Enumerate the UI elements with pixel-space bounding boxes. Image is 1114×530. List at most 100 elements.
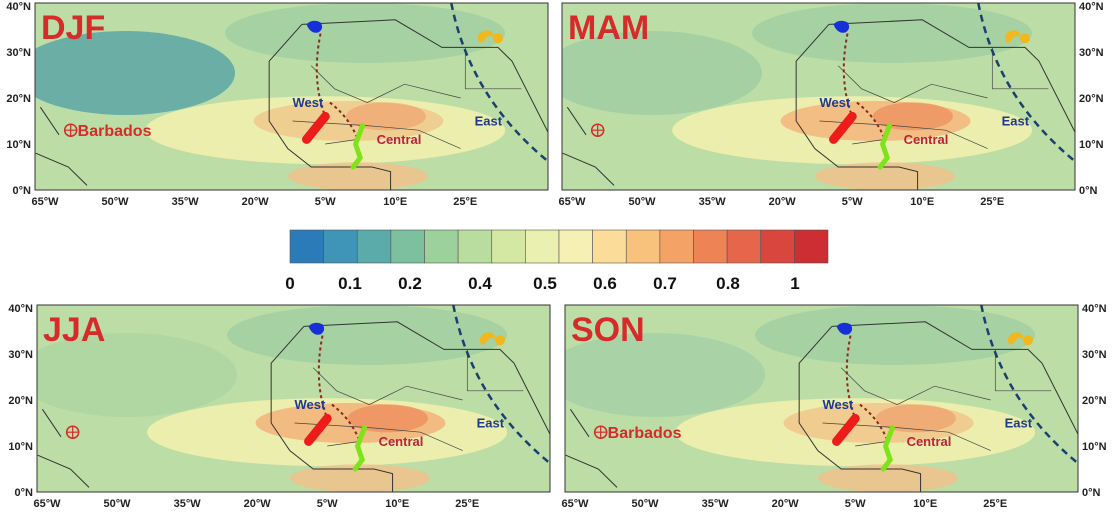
colorbar-label: 0.1 [338, 274, 362, 293]
latitude-label: 20°N [1082, 395, 1107, 407]
colorbar-swatch [625, 229, 661, 264]
longitude-label: 25°E [983, 498, 1007, 510]
dust-track [842, 33, 854, 117]
season-label: JJA [43, 311, 105, 349]
colorbar-label: 0.2 [398, 274, 422, 293]
borders [294, 349, 524, 451]
longitude-label: 25°E [455, 498, 479, 510]
longitude-label: 25°E [980, 196, 1004, 208]
hot-core [872, 102, 953, 131]
hot-core [875, 404, 956, 433]
gulf-field [289, 464, 430, 492]
colorbar-swatch [726, 229, 762, 264]
map-panel: MAM West Central East 65°W 50°W 35°W 20°W 5°W 10°… [558, 1, 1104, 208]
region-label: Central [377, 132, 422, 147]
west-region-line [302, 111, 330, 144]
coastline [795, 19, 1075, 190]
region-label: West [293, 95, 324, 110]
map-field [35, 3, 548, 190]
latitude-label: 30°N [1079, 47, 1104, 59]
colorbar-swatch [424, 229, 459, 264]
barbados-label: Barbados [608, 425, 682, 442]
latitude-label: 30°N [1082, 349, 1107, 361]
borders [819, 47, 1049, 149]
colorbar-label: 0.5 [533, 274, 557, 293]
region-label: West [295, 397, 326, 412]
longitude-label: 10°E [383, 196, 407, 208]
latitude-label: 0°N [1079, 185, 1098, 197]
hot-core [347, 404, 428, 433]
longitude-label: 25°E [453, 196, 477, 208]
region-label: East [1005, 416, 1033, 431]
west-region-line [832, 413, 860, 446]
barbados-label: Barbados [78, 123, 152, 140]
longitude-label: 5°W [315, 196, 337, 208]
colorbar-swatch [491, 229, 526, 264]
coastline [270, 321, 550, 492]
colorbar-swatch [794, 229, 829, 264]
longitude-label: 5°W [317, 498, 339, 510]
caribbean [35, 106, 88, 186]
source-north [833, 20, 850, 33]
region-label: West [823, 397, 854, 412]
longitude-label: 50°W [104, 498, 132, 510]
colorbar-swatch [659, 229, 694, 264]
region-label: Central [907, 434, 952, 449]
ocean-field [565, 333, 765, 417]
longitude-label: 5°W [845, 498, 867, 510]
colorbar-label: 0 [285, 274, 294, 293]
colorbar-swatch [356, 229, 392, 264]
caribbean [37, 408, 90, 488]
dust-track [317, 335, 329, 419]
latitude-label: 30°N [6, 47, 31, 59]
latitude-label: 10°N [1079, 139, 1104, 151]
longitude-label: 65°W [33, 498, 61, 510]
map-field [562, 3, 1075, 190]
longitude-label: 10°E [385, 498, 409, 510]
colorbar-swatch [323, 229, 358, 264]
colorbar-swatch [289, 229, 324, 264]
map-panel: DJF West Central East Barbados 65°W 50°W 35°W 20… [6, 1, 549, 208]
north-field [755, 305, 1035, 365]
coastline [798, 321, 1078, 492]
source-east-dot [1019, 33, 1030, 44]
colorbar-label: 0.4 [468, 274, 492, 293]
source-east-dot [492, 33, 503, 44]
map-field [565, 305, 1078, 492]
region-label: West [820, 95, 851, 110]
longitude-label: 35°W [702, 498, 730, 510]
colorbar-swatch [592, 229, 627, 264]
colorbar-swatch [390, 229, 425, 264]
ocean-field [35, 31, 235, 115]
longitude-label: 65°W [561, 498, 589, 510]
colorbar-swatch [457, 229, 493, 264]
region-label: East [1002, 114, 1030, 129]
latitude-label: 40°N [1082, 303, 1107, 315]
latitude-label: 10°N [1082, 441, 1107, 453]
longitude-label: 10°E [913, 498, 937, 510]
barbados-cross [66, 426, 79, 439]
latitude-label: 40°N [1079, 1, 1104, 13]
colorbar-label: 1 [790, 274, 799, 293]
central-region-line [352, 425, 368, 472]
source-east [477, 30, 494, 43]
source-east [1004, 30, 1021, 43]
caribbean [562, 106, 615, 186]
source-north [306, 20, 323, 33]
north-field [225, 3, 505, 63]
source-east [479, 332, 496, 345]
hot-core [345, 102, 426, 131]
colorbar-swatch [558, 229, 593, 264]
source-east-dot [1022, 335, 1033, 346]
latitude-label: 40°N [6, 1, 31, 13]
map-field [37, 305, 550, 492]
latitude-label: 20°N [8, 395, 33, 407]
longitude-label: 50°W [102, 196, 130, 208]
latitude-label: 40°N [8, 303, 33, 315]
latitude-label: 0°N [15, 487, 34, 499]
longitude-label: 50°W [632, 498, 660, 510]
source-east [1007, 332, 1024, 345]
latitude-label: 20°N [1079, 93, 1104, 105]
panel-frame [34, 2, 549, 191]
